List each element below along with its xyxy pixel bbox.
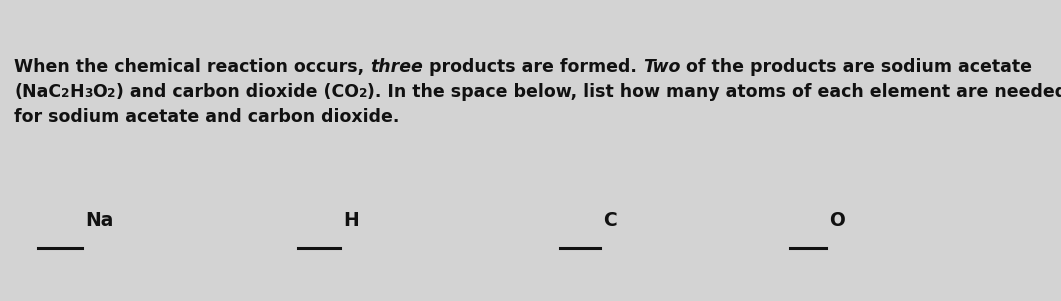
Text: ) and carbon dioxide (CO: ) and carbon dioxide (CO bbox=[116, 83, 359, 101]
Text: Na: Na bbox=[85, 211, 114, 230]
Text: O: O bbox=[829, 211, 845, 230]
Text: When the chemical reaction occurs,: When the chemical reaction occurs, bbox=[14, 58, 370, 76]
Text: H: H bbox=[343, 211, 359, 230]
Text: ). In the space below, list how many atoms of each element are needed: ). In the space below, list how many ato… bbox=[367, 83, 1061, 101]
Text: 3: 3 bbox=[84, 87, 92, 100]
Text: three: three bbox=[370, 58, 423, 76]
Text: for sodium acetate and carbon dioxide.: for sodium acetate and carbon dioxide. bbox=[14, 108, 399, 126]
Text: O: O bbox=[92, 83, 107, 101]
Text: H: H bbox=[70, 83, 84, 101]
Text: Two: Two bbox=[643, 58, 680, 76]
Text: 2: 2 bbox=[62, 87, 70, 100]
Text: 2: 2 bbox=[359, 87, 367, 100]
Text: (NaC: (NaC bbox=[14, 83, 62, 101]
Text: of the products are sodium acetate: of the products are sodium acetate bbox=[680, 58, 1032, 76]
Text: 2: 2 bbox=[107, 87, 116, 100]
Text: C: C bbox=[603, 211, 616, 230]
Text: products are formed.: products are formed. bbox=[423, 58, 643, 76]
